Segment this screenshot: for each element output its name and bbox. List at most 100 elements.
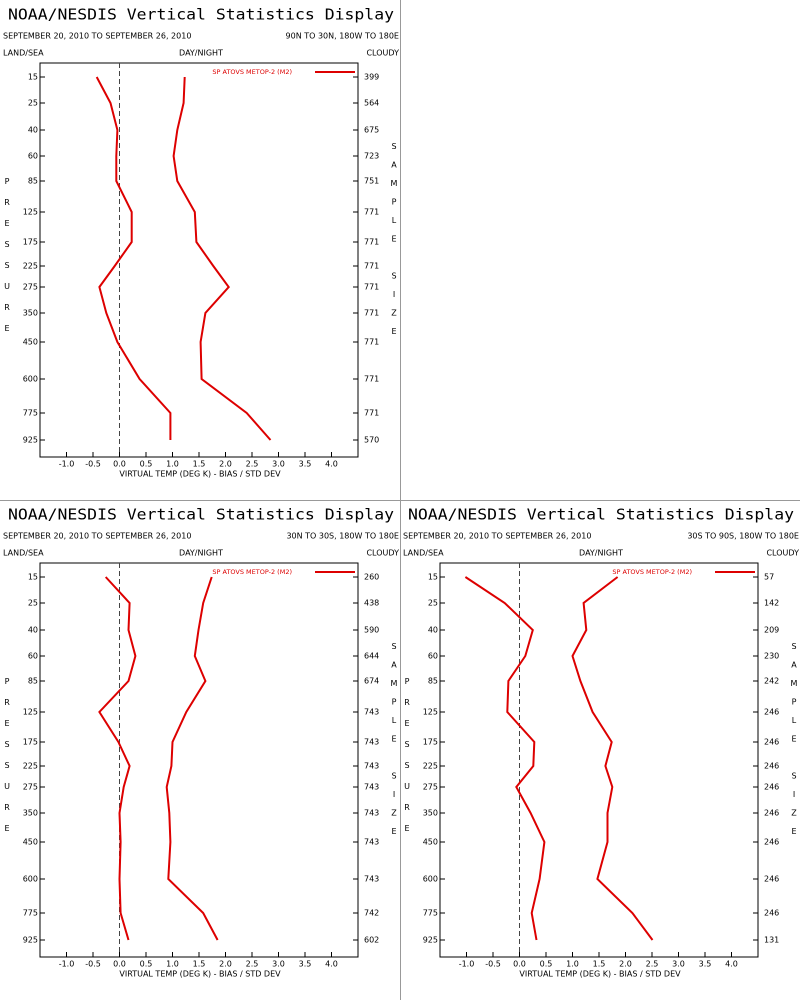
x-tick-label: 2.0 [219,460,232,469]
x-tick-label: 4.0 [725,960,738,969]
sample-size: 743 [364,783,379,792]
pressure-label: 40 [28,126,38,135]
sample-size: 230 [764,652,779,661]
x-tick-label: 0.0 [113,460,126,469]
pressure-label: 925 [23,936,38,945]
x-tick-label: 3.5 [299,960,312,969]
sample-size: 771 [364,208,379,217]
pressure-label: 450 [23,838,38,847]
pressure-label: 775 [23,409,38,418]
pressure-label: 225 [23,762,38,771]
chart-panel: NOAA/NESDIS Vertical Statistics Display S… [403,506,799,979]
x-tick-label: 0.5 [140,960,153,969]
x-tick-label: -1.0 [59,960,75,969]
pressure-label: 60 [428,652,438,661]
sample-size: 246 [764,838,779,847]
x-axis-label: VIRTUAL TEMP (DEG K) - BIAS / STD DEV [119,470,281,479]
pressure-label: 125 [423,708,438,717]
pressure-label: 600 [423,875,438,884]
sample-size: 399 [364,73,379,82]
sample-size: 743 [364,762,379,771]
x-tick-label: 3.0 [272,460,285,469]
chart-panel: NOAA/NESDIS Vertical Statistics Display S… [3,6,399,479]
cloud-label: CLOUDY [366,549,399,558]
x-tick-label: -0.5 [85,960,101,969]
x-tick-label: -0.5 [485,960,501,969]
sample-size: 246 [764,738,779,747]
sample-size: 246 [764,762,779,771]
x-tick-label: 2.0 [619,960,632,969]
legend-label: SP ATOVS METOP-2 (M2) [212,568,292,576]
land-sea-label: LAND/SEA [403,549,444,558]
sample-size: 743 [364,838,379,847]
sample-size: 246 [764,809,779,818]
pressure-label: 925 [423,936,438,945]
land-sea-label: LAND/SEA [3,49,44,58]
day-night-label: DAY/NIGHT [179,49,223,58]
day-night-label: DAY/NIGHT [179,549,223,558]
pressure-label: 85 [428,677,438,686]
sample-size: 142 [764,599,779,608]
x-tick-label: 1.5 [193,460,206,469]
land-sea-label: LAND/SEA [3,549,44,558]
sample-size: 260 [364,573,379,582]
legend-label: SP ATOVS METOP-2 (M2) [612,568,692,576]
sample-size: 674 [364,677,379,686]
profile-line [172,76,272,441]
sample-size: 675 [364,126,379,135]
panel-title: NOAA/NESDIS Vertical Statistics Display [8,6,394,24]
pressure-label: 40 [28,626,38,635]
x-tick-label: 1.5 [593,960,606,969]
x-tick-label: 4.0 [325,960,338,969]
pressure-label: 175 [23,738,38,747]
region: 90N TO 30N, 180W TO 180E [286,32,399,41]
x-tick-label: -1.0 [459,960,475,969]
pressure-label: 600 [23,875,38,884]
x-tick-label: 2.0 [219,960,232,969]
pressure-label: 350 [23,309,38,318]
x-tick-label: 2.5 [646,960,659,969]
date-range: SEPTEMBER 20, 2010 TO SEPTEMBER 26, 2010 [3,32,191,41]
pressure-label: 40 [428,626,438,635]
sample-size: 743 [364,738,379,747]
sample-size: 742 [364,909,379,918]
pressure-label: 775 [23,909,38,918]
sample-size: 771 [364,283,379,292]
day-night-label: DAY/NIGHT [579,549,623,558]
x-tick-label: 3.0 [272,960,285,969]
pressure-label: 775 [423,909,438,918]
sample-size: 57 [764,573,774,582]
profile-line [571,576,654,941]
pressure-label: 60 [28,652,38,661]
panel-title: NOAA/NESDIS Vertical Statistics Display [408,506,794,524]
pressure-label: 450 [423,838,438,847]
x-axis-label: VIRTUAL TEMP (DEG K) - BIAS / STD DEV [519,970,681,979]
sample-size: 751 [364,177,379,186]
sample-size: 743 [364,708,379,717]
sample-size: 209 [764,626,779,635]
x-tick-label: 1.0 [166,960,179,969]
sample-size: 771 [364,262,379,271]
sample-size: 131 [764,936,779,945]
pressure-label: 450 [23,338,38,347]
region: 30N TO 30S, 180W TO 180E [286,532,399,541]
pressure-label: 275 [423,783,438,792]
pressure-label: 275 [23,283,38,292]
pressure-label: 125 [23,708,38,717]
sample-size: 564 [364,99,379,108]
pressure-label: 85 [28,177,38,186]
pressure-label: 25 [28,599,38,608]
sample-size: 644 [364,652,379,661]
sample-size: 242 [764,677,779,686]
x-tick-label: 1.0 [566,960,579,969]
panel-title: NOAA/NESDIS Vertical Statistics Display [8,506,394,524]
pressure-label: 15 [428,573,438,582]
sample-size: 590 [364,626,379,635]
pressure-label: 350 [23,809,38,818]
x-tick-label: -0.5 [85,460,101,469]
pressure-label: 85 [28,677,38,686]
